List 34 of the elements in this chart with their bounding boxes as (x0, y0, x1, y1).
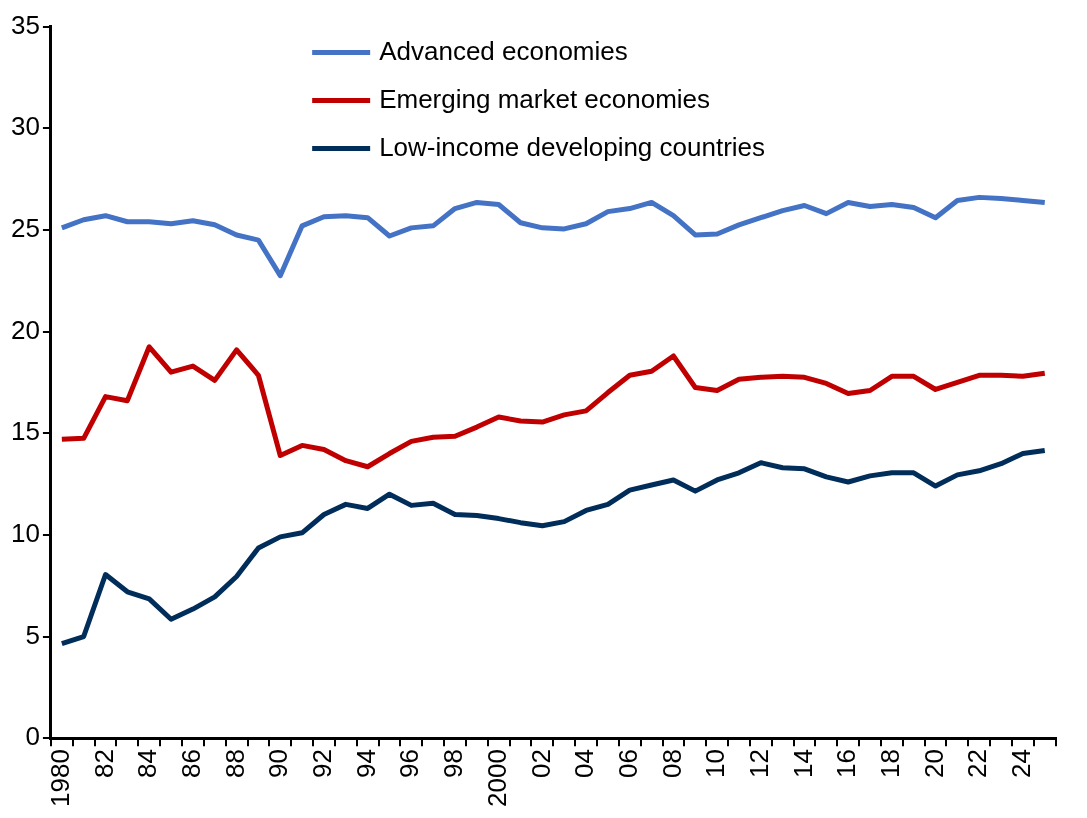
y-tick-label: 0 (25, 721, 40, 752)
y-tick-label: 20 (11, 314, 40, 345)
x-tick-label: 22 (962, 749, 993, 779)
x-tick-label: 04 (569, 749, 600, 779)
x-tick-label: 2000 (481, 749, 512, 807)
y-tick-label: 5 (25, 619, 40, 650)
x-tick-label: 92 (307, 749, 338, 779)
y-tick-label: 30 (11, 111, 40, 142)
x-tick-label: 08 (656, 749, 687, 779)
x-tick-label: 24 (1006, 749, 1037, 779)
x-tick-label: 1980 (45, 749, 76, 807)
x-tick-label: 84 (132, 749, 163, 779)
x-tick-label: 14 (787, 749, 818, 779)
x-tick-label: 20 (918, 749, 949, 779)
y-tick-label: 10 (11, 518, 40, 549)
x-tick-label: 18 (875, 749, 906, 779)
x-tick-label: 82 (88, 749, 119, 779)
x-tick-label: 96 (394, 749, 425, 779)
x-tick-label: 06 (612, 749, 643, 779)
x-tick-label: 16 (831, 749, 862, 779)
legend-label: Emerging market economies (379, 83, 711, 114)
x-tick-label: 02 (525, 749, 556, 779)
x-tick-label: 10 (700, 749, 731, 779)
legend-label: Low-income developing countries (379, 131, 766, 162)
y-tick-label: 25 (11, 213, 40, 244)
y-tick-label: 15 (11, 416, 40, 447)
x-tick-label: 98 (438, 749, 469, 779)
x-tick-label: 88 (219, 749, 250, 779)
x-tick-label: 94 (350, 749, 381, 779)
y-tick-label: 35 (11, 9, 40, 40)
legend-label: Advanced economies (379, 35, 628, 66)
x-tick-label: 90 (263, 749, 294, 779)
x-tick-label: 12 (743, 749, 774, 779)
x-tick-label: 86 (176, 749, 207, 779)
